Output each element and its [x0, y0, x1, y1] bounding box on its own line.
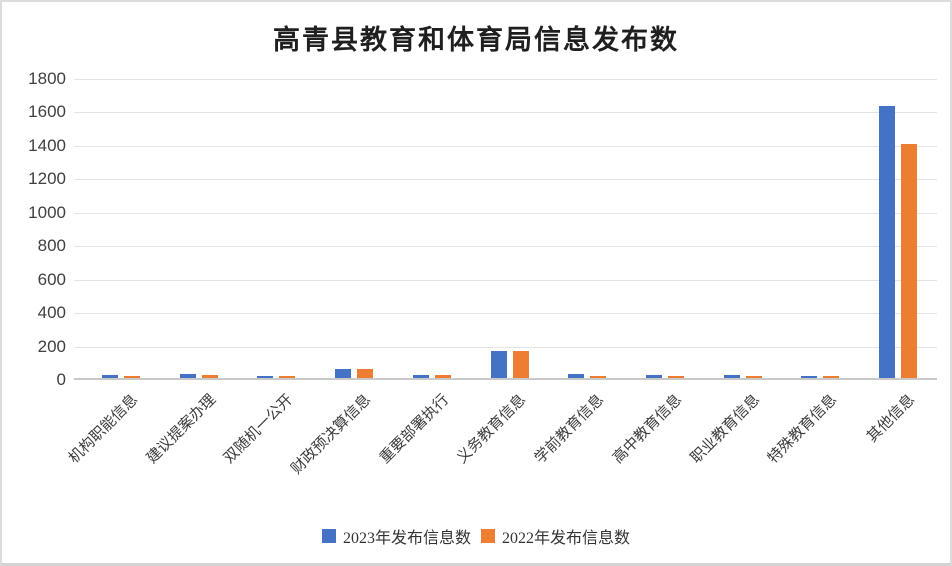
gridline: [74, 79, 937, 80]
bar-2023年发布信息数-建议提案办理: [179, 374, 196, 378]
bar-2022年发布信息数-机构职能信息: [123, 376, 140, 378]
x-axis-label: 机构职能信息: [66, 391, 142, 467]
gridline: [74, 246, 937, 248]
y-axis-tick-label: 0: [56, 370, 66, 389]
gridline: [74, 313, 937, 315]
bar-2023年发布信息数-重要部署执行: [412, 374, 429, 378]
legend-swatch-icon: [481, 529, 495, 543]
bar-2022年发布信息数-义务教育信息: [512, 351, 529, 378]
bar-2023年发布信息数-其他信息: [879, 106, 896, 378]
bar-2022年发布信息数-职业教育信息: [745, 376, 762, 378]
gridline: [74, 179, 937, 181]
y-axis-tick-label: 1200: [28, 169, 66, 189]
gridline: [74, 346, 937, 348]
gridline: [74, 145, 937, 147]
x-axis-label: 高中教育信息: [610, 391, 686, 467]
legend-swatch-icon: [321, 529, 336, 543]
plot-area: [74, 79, 937, 380]
bar-2022年发布信息数-特殊教育信息: [823, 376, 840, 378]
bar-2022年发布信息数-高中教育信息: [667, 376, 684, 378]
x-axis-label: 双随机一公开: [221, 391, 297, 467]
legend-item: 2022年发布信息数: [481, 524, 630, 548]
y-axis-tick-label: 400: [37, 303, 66, 323]
y-axis-tick-label: 1800: [28, 69, 66, 88]
bar-2023年发布信息数-机构职能信息: [101, 374, 118, 378]
x-axis-label: 特殊教育信息: [765, 391, 841, 467]
bar-2023年发布信息数-财政预决算信息: [335, 369, 352, 378]
y-axis-tick-label: 800: [37, 236, 66, 256]
bar-2023年发布信息数-双随机一公开: [257, 375, 274, 378]
x-axis-label: 义务教育信息: [454, 391, 530, 467]
chart-title: 高青县教育和体育局信息发布数: [273, 25, 679, 55]
legend-item: 2023年发布信息数: [321, 524, 471, 548]
bar-2022年发布信息数-学前教育信息: [590, 376, 607, 378]
gridline: [74, 279, 937, 281]
legend: 2023年发布信息数 2022年发布信息数: [2, 524, 950, 548]
y-axis-tick-label: 1000: [28, 202, 66, 222]
legend-label: 2023年发布信息数: [342, 530, 471, 547]
bar-2023年发布信息数-特殊教育信息: [801, 375, 818, 378]
x-axis-label: 重要部署执行: [376, 391, 452, 467]
x-axis-label: 财政预决算信息: [288, 391, 375, 478]
bar-2022年发布信息数-其他信息: [901, 143, 918, 378]
y-axis-tick-label: 1600: [28, 102, 66, 122]
bar-2022年发布信息数-双随机一公开: [279, 376, 296, 378]
bar-2022年发布信息数-重要部署执行: [434, 375, 451, 378]
bar-2023年发布信息数-高中教育信息: [645, 375, 662, 378]
gridline: [74, 212, 937, 214]
gridline: [74, 112, 937, 114]
x-axis-label: 其他信息: [864, 391, 919, 446]
bar-2023年发布信息数-义务教育信息: [490, 351, 507, 378]
bar-2022年发布信息数-建议提案办理: [201, 375, 218, 378]
bar-2023年发布信息数-学前教育信息: [568, 374, 585, 378]
x-axis-label: 职业教育信息: [687, 391, 763, 467]
x-axis-line: [74, 378, 937, 380]
legend-label: 2022年发布信息数: [502, 530, 631, 547]
y-axis-tick-label: 600: [37, 269, 66, 289]
x-axis-label: 学前教育信息: [532, 391, 608, 467]
y-axis-tick-label: 200: [37, 336, 66, 356]
y-axis-tick-label: 1400: [28, 135, 66, 155]
x-axis-label: 建议提案办理: [143, 391, 219, 467]
bar-2022年发布信息数-财政预决算信息: [357, 369, 374, 378]
bar-2023年发布信息数-职业教育信息: [723, 375, 740, 378]
